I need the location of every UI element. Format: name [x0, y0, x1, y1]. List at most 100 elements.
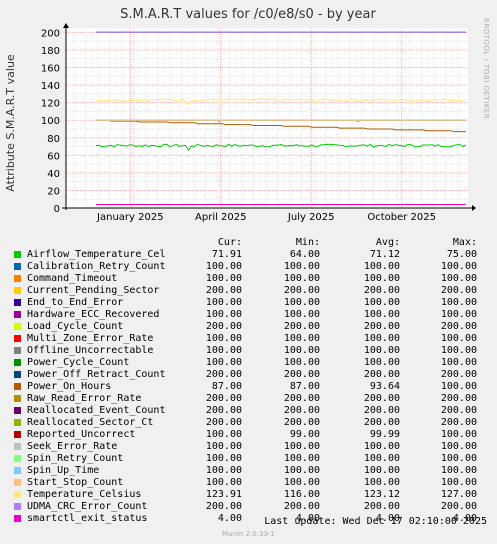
legend-name: Airflow_Temperature_Cel	[27, 249, 166, 260]
legend-cur: 100.00	[205, 333, 242, 344]
legend-name: Power_Off_Retract_Count	[27, 369, 166, 380]
legend-avg: 200.00	[363, 285, 400, 296]
legend-min: 100.00	[283, 297, 320, 308]
legend-min: 200.00	[283, 501, 320, 512]
legend-cur: 100.00	[205, 453, 242, 464]
legend-max: 200.00	[440, 321, 477, 332]
chart: S.M.A.R.T values for /c0/e8/s0 - by year…	[4, 7, 490, 223]
legend-name: Load_Cycle_Count	[27, 321, 124, 332]
legend-max: 100.00	[440, 261, 477, 272]
series-line-power-on-hours	[96, 119, 466, 133]
legend-cur: 100.00	[205, 309, 242, 320]
legend-max: 127.00	[440, 489, 477, 500]
legend-row: Offline_Uncorrectable 100.00 100.00 100.00 1…	[10, 345, 490, 357]
y-tick-label: 60	[47, 151, 60, 162]
legend-max: 100.00	[440, 381, 477, 392]
legend-header-cur: Cur:	[217, 237, 242, 248]
legend-avg: 200.00	[363, 393, 400, 404]
legend-row: Airflow_Temperature_Cel 71.91 64.00 71.12 75…	[10, 249, 490, 261]
legend-min: 200.00	[283, 405, 320, 416]
legend-min: 100.00	[283, 357, 320, 368]
legend-avg: 100.00	[363, 477, 400, 488]
legend-cur: 100.00	[205, 465, 242, 476]
legend-name: Raw_Read_Error_Rate	[27, 393, 142, 404]
legend-row: Start_Stop_Count 100.00 100.00 100.00 100.00	[10, 477, 490, 489]
legend-min: 200.00	[283, 417, 320, 428]
legend-swatch	[14, 347, 21, 354]
legend-avg: 100.00	[363, 297, 400, 308]
series-lines	[95, 31, 467, 205]
legend-avg: 200.00	[363, 405, 400, 416]
legend-avg: 200.00	[363, 321, 400, 332]
legend-avg: 100.00	[363, 453, 400, 464]
grid	[66, 28, 468, 208]
legend-avg: 100.00	[363, 333, 400, 344]
legend-cur: 200.00	[205, 321, 242, 332]
legend-row: Reported_Uncorrect 100.00 99.00 99.99 100.00	[10, 429, 490, 441]
legend-avg: 4.00	[375, 513, 400, 524]
legend-cur: 200.00	[205, 393, 242, 404]
legend-avg: 71.12	[369, 249, 400, 260]
legend-max: 100.00	[440, 297, 477, 308]
legend-name: End_to_End_Error	[27, 297, 124, 308]
legend-max: 200.00	[440, 285, 477, 296]
legend-name: Multi_Zone_Error_Rate	[27, 333, 154, 344]
legend-avg: 100.00	[363, 441, 400, 452]
legend-max: 100.00	[440, 441, 477, 452]
legend-name: Hardware_ECC_Recovered	[27, 309, 160, 320]
legend-max: 200.00	[440, 393, 477, 404]
rrdtool-side-label: RRDTOOL / TOBI OETIKER	[482, 18, 490, 119]
legend-min: 100.00	[283, 453, 320, 464]
legend-row: Raw_Read_Error_Rate 200.00 200.00 200.00 200…	[10, 393, 490, 405]
legend-swatch	[14, 299, 21, 306]
legend-name: Calibration_Retry_Count	[27, 261, 166, 272]
series-line-airflow-temperature-cel	[95, 143, 467, 151]
legend-row: Power_Cycle_Count 100.00 100.00 100.00 100.0…	[10, 357, 490, 369]
legend-swatch	[14, 431, 21, 438]
y-tick-label: 160	[41, 64, 60, 75]
legend-avg: 123.12	[363, 489, 400, 500]
legend-cur: 200.00	[205, 417, 242, 428]
y-tick-label: 120	[41, 99, 60, 110]
legend-max: 100.00	[440, 273, 477, 284]
legend-min: 100.00	[283, 345, 320, 356]
legend-swatch	[14, 251, 21, 258]
legend-header: Cur: Min: Avg: Max:	[10, 237, 490, 249]
legend-row: smartctl_exit_status 4.00 4.00 4.00 4.00	[10, 513, 490, 525]
legend-min: 64.00	[289, 249, 320, 260]
legend-min: 4.00	[295, 513, 320, 524]
legend-min: 100.00	[283, 261, 320, 272]
legend-swatch	[14, 467, 21, 474]
legend-avg: 100.00	[363, 345, 400, 356]
legend-rows: Airflow_Temperature_Cel 71.91 64.00 71.12 75…	[10, 249, 490, 525]
legend-min: 100.00	[283, 333, 320, 344]
legend-cur: 71.91	[211, 249, 242, 260]
legend-row: End_to_End_Error 100.00 100.00 100.00 100.00	[10, 297, 490, 309]
legend-row: Reallocated_Event_Count 200.00 200.00 200.0…	[10, 405, 490, 417]
y-axis-label: Attribute S.M.A.R.T value	[4, 54, 17, 192]
legend-header-min: Min:	[295, 237, 320, 248]
plot-area	[66, 28, 468, 208]
legend-cur: 200.00	[205, 501, 242, 512]
legend-max: 75.00	[446, 249, 477, 260]
legend-swatch	[14, 443, 21, 450]
legend-swatch	[14, 275, 21, 282]
legend-avg: 200.00	[363, 501, 400, 512]
legend-header-max: Max:	[452, 237, 477, 248]
legend-swatch	[14, 491, 21, 498]
legend-min: 200.00	[283, 369, 320, 380]
legend-cur: 100.00	[205, 345, 242, 356]
legend-name: Power_On_Hours	[27, 381, 112, 392]
legend-avg: 93.64	[369, 381, 400, 392]
legend-max: 200.00	[440, 501, 477, 512]
legend-max: 100.00	[440, 357, 477, 368]
legend-max: 200.00	[440, 369, 477, 380]
legend-max: 100.00	[440, 309, 477, 320]
legend-min: 200.00	[283, 285, 320, 296]
legend-cur: 123.91	[205, 489, 242, 500]
legend-min: 100.00	[283, 477, 320, 488]
last-update: Last update: Wed Dec 17 02:10:00 2025	[264, 516, 487, 527]
legend-row: Command_Timeout 100.00 100.00 100.00 100.00	[10, 273, 490, 285]
y-tick-label: 200	[41, 28, 60, 39]
legend-cur: 87.00	[211, 381, 242, 392]
